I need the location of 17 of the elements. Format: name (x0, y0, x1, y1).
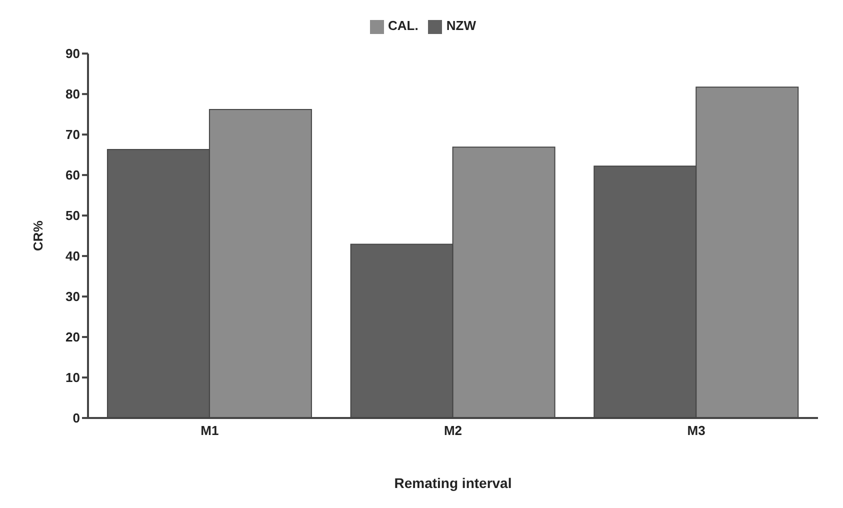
x-tick-label: M2 (444, 423, 462, 438)
y-tick-label: 0 (72, 410, 80, 426)
y-tick-label: 70 (66, 127, 80, 142)
legend-label: NZW (446, 18, 476, 33)
y-tick-label: 80 (66, 86, 80, 102)
y-tick-label: 50 (66, 208, 80, 224)
y-tick-label: 90 (66, 46, 80, 62)
y-tick-label: 30 (66, 289, 80, 304)
x-tick-label: M3 (687, 423, 706, 438)
y-tick-label: 60 (66, 168, 80, 183)
y-tick-label: 10 (66, 370, 80, 386)
x-axis-title: Remating interval (394, 475, 512, 491)
y-tick-label: 20 (66, 330, 80, 345)
y-tick-label: 40 (66, 248, 80, 264)
x-tick-label: M1 (200, 423, 219, 438)
y-axis-title: CR% (30, 220, 46, 251)
legend-label: CAL. (388, 18, 418, 33)
